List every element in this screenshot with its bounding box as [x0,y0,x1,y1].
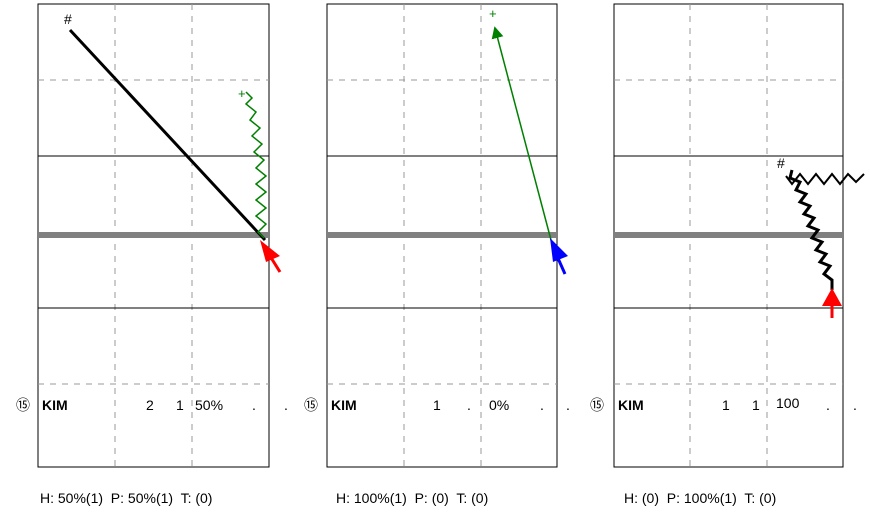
panel-2-col1: 1 [433,397,441,413]
panel-3-wave-vertical [788,169,834,290]
panel-2-col5: . [566,397,570,413]
panel-3-col2: 1 [752,397,760,413]
panel-2-player: KIM [331,397,357,413]
panel-1-footer: H: 50%(1) P: 50%(1) T: (0) [40,490,212,506]
panel-1-red-arrow [260,240,282,273]
panel-2-footer: H: 100%(1) P: (0) T: (0) [336,490,488,506]
panel-2-number-badge: ⑮ [304,397,318,413]
panel-3-wave-horizontal [785,172,865,186]
panel-3-col5: . [853,397,857,413]
panel-3-hash-symbol: # [777,155,785,171]
panel-3-col1: 1 [722,397,730,413]
panel-3: # ⑮ KIM 1 1 100 . . H: (0) P: 100%(1) T:… [590,3,865,506]
panel-2-crease-line [327,232,557,238]
panel-2-pass-line [491,26,552,241]
panel-3-player: KIM [618,397,644,413]
panel-1-hash-symbol: # [64,11,72,27]
panel-1-crease-line [38,232,269,238]
panel-3-number-badge: ⑮ [590,397,604,413]
panel-1-col1: 2 [146,397,154,413]
panel-2-col3: 0% [489,397,509,413]
panel-2: + ⑮ KIM 1 . 0% . . H: 100%(1) P: (0) T: … [304,3,570,506]
panel-2-col2: . [467,397,471,413]
panel-2-blue-arrow [550,238,568,275]
panel-1-pass-wave [244,91,268,239]
panel-1-col5: . [284,397,288,413]
panel-1-player: KIM [42,397,68,413]
panel-3-red-arrow [822,288,842,318]
panel-3-col3: 100 [776,395,800,411]
panel-3-crease-line [614,232,843,238]
panel-3-col4: . [826,397,830,413]
panel-1: # + ⑮ KIM 2 1 50% . . H: 50%(1) P: 50%(1… [16,3,288,506]
panel-3-footer: H: (0) P: 100%(1) T: (0) [624,490,776,506]
panel-1-shot-line [68,28,267,242]
panel-2-col4: . [540,397,544,413]
panel-1-col2: 1 [176,397,184,413]
panel-1-number-badge: ⑮ [16,397,30,413]
panel-1-plus-symbol: + [238,86,246,101]
panel-2-plus-symbol: + [489,6,497,21]
panel-1-col3: 50% [195,397,223,413]
panel-1-col4: . [252,397,256,413]
